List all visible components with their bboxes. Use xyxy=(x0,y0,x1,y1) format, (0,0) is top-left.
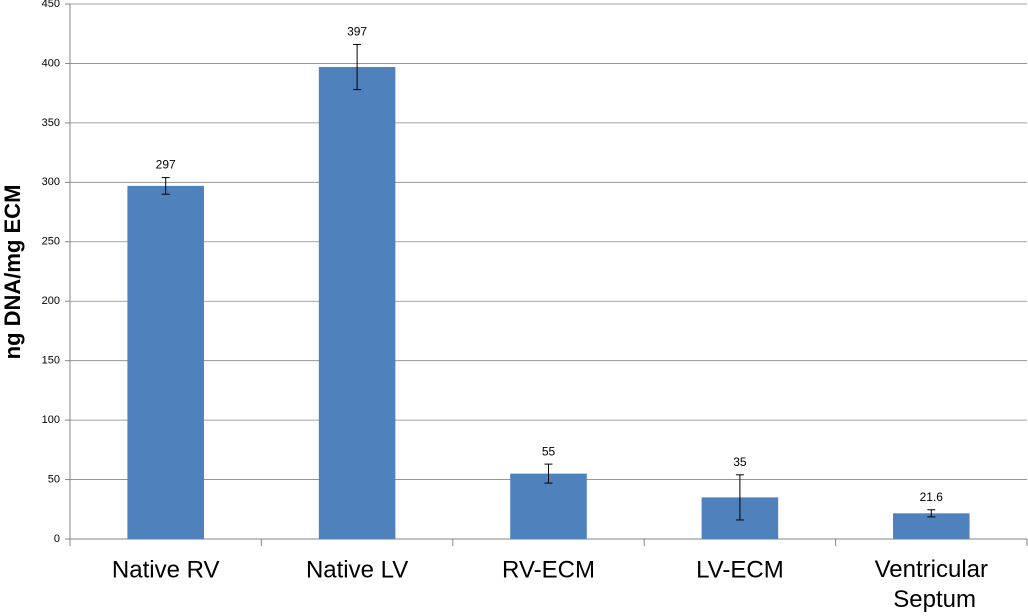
y-tick-label: 150 xyxy=(42,355,60,367)
value-label: 21.6 xyxy=(920,490,944,504)
bar xyxy=(318,67,396,539)
error-bar xyxy=(735,474,744,521)
bar xyxy=(127,185,204,539)
y-tick-label: 300 xyxy=(42,176,60,188)
error-bar xyxy=(544,463,553,484)
error-bar xyxy=(927,509,936,518)
value-label: 397 xyxy=(347,25,367,39)
bar xyxy=(510,473,587,539)
bar xyxy=(893,513,970,539)
x-tick-label: LV-ECM xyxy=(696,556,784,583)
y-axis-label: ng DNA/mg ECM xyxy=(0,185,25,360)
y-tick-label: 400 xyxy=(42,57,60,69)
value-label: 55 xyxy=(542,444,556,458)
error-bar xyxy=(161,177,170,195)
y-tick-label: 50 xyxy=(48,473,60,485)
y-tick-label: 350 xyxy=(42,117,60,129)
x-tick-label: Native RV xyxy=(112,556,220,583)
y-tick-label: 200 xyxy=(42,295,60,307)
y-tick-label: 0 xyxy=(54,533,60,545)
error-bar xyxy=(353,43,362,91)
y-tick-label: 250 xyxy=(42,236,60,248)
x-tick-label: Ventricular Septum xyxy=(875,556,988,613)
y-tick-label: 450 xyxy=(42,0,60,10)
y-tick-label: 100 xyxy=(42,414,60,426)
x-tick-label: Native LV xyxy=(306,556,408,583)
value-label: 297 xyxy=(156,158,176,172)
value-label: 35 xyxy=(733,455,747,469)
x-tick-label: RV-ECM xyxy=(502,556,595,583)
